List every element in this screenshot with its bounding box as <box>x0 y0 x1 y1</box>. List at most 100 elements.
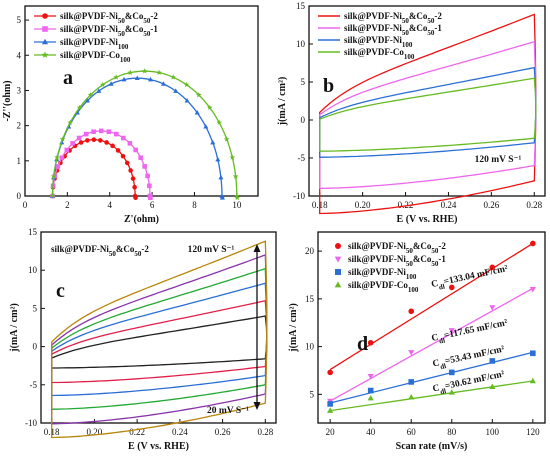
cv-curve <box>51 300 268 384</box>
data-point <box>207 104 213 111</box>
data-point <box>133 195 138 201</box>
y-axis-label: j(mA / cm²) <box>9 303 20 353</box>
data-point <box>70 141 75 146</box>
x-tick-label: 6 <box>150 200 155 210</box>
cdl-label: Cdl=30.62 mF/cm² <box>432 370 506 398</box>
cv-curve <box>51 253 268 425</box>
data-point <box>132 184 137 190</box>
data-point <box>148 195 153 201</box>
data-point <box>448 369 455 376</box>
data-point <box>327 401 333 407</box>
y-tick-label: 1 <box>17 156 22 166</box>
panel-label: c <box>56 280 65 302</box>
x-tick-label: 40 <box>366 427 376 437</box>
data-point <box>121 76 127 82</box>
data-point <box>50 173 57 179</box>
data-point <box>121 135 126 141</box>
cv-curve <box>51 282 268 397</box>
data-point <box>113 74 119 80</box>
data-point <box>367 387 374 394</box>
data-point <box>59 155 65 161</box>
data-point <box>78 140 84 145</box>
data-point <box>85 138 90 143</box>
cv-curve <box>51 315 268 369</box>
x-tick-label: 0.22 <box>129 427 145 437</box>
data-point <box>76 104 83 111</box>
data-point <box>87 92 94 98</box>
data-point <box>134 75 140 80</box>
x-axis-label: Z'(ohm) <box>124 214 159 225</box>
x-tick-label: 0.28 <box>526 200 542 210</box>
data-point <box>106 129 112 135</box>
cv-curve <box>319 40 537 190</box>
panel-label: a <box>63 67 73 89</box>
data-point <box>173 88 179 93</box>
plot-frame <box>40 231 277 424</box>
arrow-head-down <box>253 402 261 410</box>
data-point <box>489 264 496 271</box>
data-point <box>138 155 143 161</box>
legend-entry: silk@PVDF-Ni50&Co50-1 <box>348 254 446 268</box>
data-point <box>408 379 415 385</box>
legend-marker <box>42 26 48 32</box>
legend-marker <box>334 281 342 288</box>
data-point <box>98 138 103 143</box>
fit-line <box>330 380 533 412</box>
data-point <box>100 81 106 88</box>
data-point <box>196 92 202 98</box>
data-point <box>234 193 240 199</box>
data-point <box>210 139 216 145</box>
legend-entry: silk@PVDF-Co100 <box>344 47 415 61</box>
x-tick-label: 0.26 <box>215 427 231 437</box>
x-tick-label: 4 <box>107 200 112 210</box>
y-tick-label: 0 <box>301 115 306 125</box>
legend-marker <box>41 51 49 58</box>
data-point <box>156 69 162 75</box>
data-point <box>489 358 496 364</box>
y-tick-label: -10 <box>293 191 305 201</box>
data-point <box>408 308 415 315</box>
data-point <box>133 147 139 153</box>
data-point <box>59 136 66 142</box>
data-point <box>124 160 130 166</box>
x-tick-label: 8 <box>192 200 197 210</box>
data-point <box>448 284 455 291</box>
data-point <box>145 173 150 179</box>
data-point <box>408 350 415 356</box>
data-point <box>367 394 374 401</box>
legend-entry: silk@PVDF-Ni50&Co50-2 <box>60 11 158 25</box>
y-tick-label: 0 <box>17 191 22 201</box>
legend-entry: silk@PVDF-Ni50&Co50-1 <box>60 24 158 38</box>
plot-frame <box>308 5 546 197</box>
data-point <box>184 97 190 103</box>
data-point <box>183 81 190 88</box>
data-point <box>84 97 90 103</box>
data-point <box>327 407 334 413</box>
y-tick-label: 0 <box>33 342 38 352</box>
cv-curve <box>319 66 537 158</box>
data-point <box>367 373 374 380</box>
data-point <box>215 156 221 162</box>
data-point <box>91 137 97 143</box>
cv-curve <box>319 77 537 152</box>
y-tick-label: 15 <box>28 227 38 237</box>
data-point <box>120 153 126 159</box>
data-point <box>98 128 104 134</box>
y-tick-label: 15 <box>305 294 315 304</box>
data-point <box>115 148 121 153</box>
legend-entry: silk@PVDF-Ni100 <box>348 267 417 281</box>
y-tick-label: 15 <box>296 1 306 11</box>
data-point <box>529 377 536 384</box>
data-point <box>127 141 133 146</box>
data-point <box>130 176 136 181</box>
data-point <box>128 168 133 173</box>
data-point <box>76 135 82 141</box>
data-point <box>529 287 536 293</box>
data-point <box>232 173 239 179</box>
x-axis-label: Scan rate (mV/s) <box>396 441 468 452</box>
data-point <box>448 328 455 334</box>
legend-marker <box>334 256 342 263</box>
data-point <box>218 174 224 180</box>
legend-marker <box>335 269 341 275</box>
